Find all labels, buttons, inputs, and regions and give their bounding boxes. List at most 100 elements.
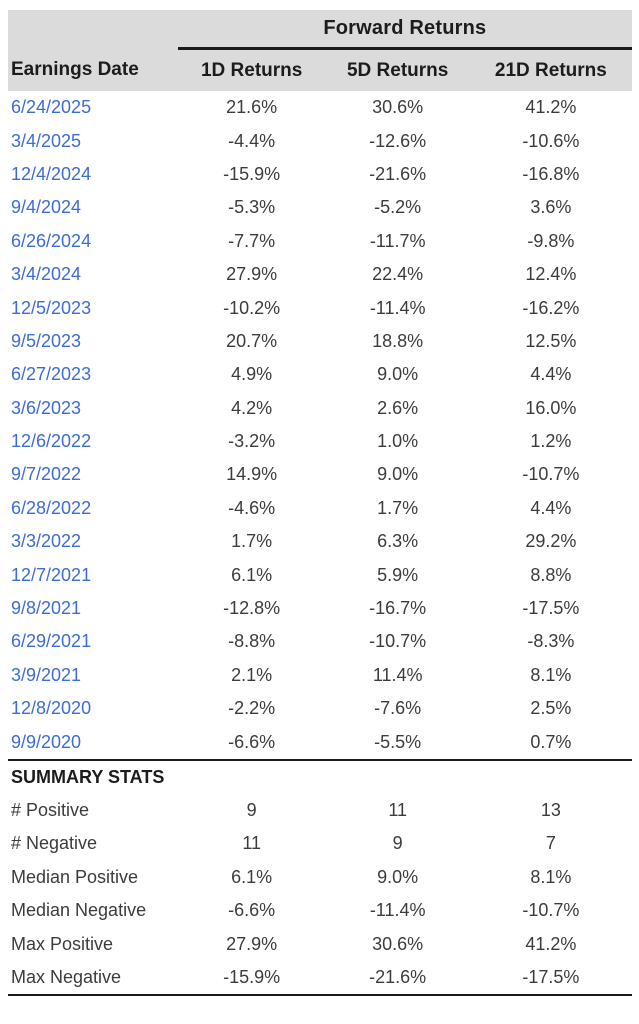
return-1d-cell: 14.9% xyxy=(226,464,278,485)
return-1d-cell: -2.2% xyxy=(228,698,276,719)
earnings-date-cell: 12/8/2020 xyxy=(8,692,178,725)
earnings-date-link[interactable]: 9/7/2022 xyxy=(11,464,82,485)
summary-row: Median Positive 6.1% 9.0% 8.1% xyxy=(8,861,632,894)
table-row: 6/29/2021 -8.8% -10.7% -8.3% xyxy=(8,625,632,658)
return-21d-cell: 3.6% xyxy=(530,197,572,218)
column-header-1d-returns: 1D Returns xyxy=(177,48,326,91)
return-21d-cell: -17.5% xyxy=(522,598,580,619)
earnings-date-cell: 3/4/2024 xyxy=(8,258,178,291)
summary-1d-cell: 9 xyxy=(246,800,257,820)
earnings-date-link[interactable]: 6/27/2023 xyxy=(11,364,92,385)
earnings-date-link[interactable]: 9/4/2024 xyxy=(11,197,82,218)
table-row: 12/7/2021 6.1% 5.9% 8.8% xyxy=(8,558,632,591)
earnings-date-cell: 9/7/2022 xyxy=(8,458,178,491)
table-row: 3/4/2025 -4.4% -12.6% -10.6% xyxy=(8,124,632,157)
earnings-date-link[interactable]: 12/4/2024 xyxy=(11,163,92,184)
return-5d-cell: -10.7% xyxy=(369,631,427,652)
earnings-date-link[interactable]: 12/7/2021 xyxy=(11,564,92,585)
return-5d-cell: 2.6% xyxy=(377,397,419,418)
earnings-date-link[interactable]: 12/8/2020 xyxy=(11,698,92,719)
earnings-date-cell: 6/29/2021 xyxy=(8,625,178,658)
earnings-date-cell: 12/5/2023 xyxy=(8,291,178,324)
table-row: 6/24/2025 21.6% 30.6% 41.2% xyxy=(8,91,632,124)
return-21d-cell: 4.4% xyxy=(530,364,572,385)
earnings-date-link[interactable]: 6/26/2024 xyxy=(11,230,92,251)
return-21d-cell: -10.6% xyxy=(522,130,580,151)
table-row: 6/28/2022 -4.6% 1.7% 4.4% xyxy=(8,492,632,525)
earnings-date-link[interactable]: 6/28/2022 xyxy=(11,497,92,518)
summary-5d-cell: 9 xyxy=(392,833,403,854)
column-header-row: Earnings Date 1D Returns 5D Returns 21D … xyxy=(8,48,632,91)
return-1d-cell: -6.6% xyxy=(228,731,276,752)
summary-tbody: SUMMARY STATS # Positive 9 11 13 # Negative 1… xyxy=(8,758,632,995)
earnings-date-cell: 6/28/2022 xyxy=(8,492,178,525)
group-header-row: Forward Returns xyxy=(8,10,632,50)
column-header-5d-returns: 5D Returns xyxy=(325,48,470,91)
table-row: 3/3/2022 1.7% 6.3% 29.2% xyxy=(8,525,632,558)
return-21d-cell: 41.2% xyxy=(525,97,577,118)
return-1d-cell: 6.1% xyxy=(231,564,273,585)
earnings-date-link[interactable]: 9/8/2021 xyxy=(11,598,82,619)
table-row: 9/9/2020 -6.6% -5.5% 0.7% xyxy=(8,725,632,759)
summary-1d-cell: 11 xyxy=(242,833,261,854)
return-21d-cell: -10.7% xyxy=(522,464,580,485)
earnings-date-link[interactable]: 9/5/2023 xyxy=(11,330,82,351)
table-row: 3/6/2023 4.2% 2.6% 16.0% xyxy=(8,392,632,425)
summary-21d-cell: 13 xyxy=(540,800,561,820)
return-5d-cell: 1.7% xyxy=(377,497,419,518)
returns-tbody: 6/24/2025 21.6% 30.6% 41.2% 3/4/2025 -4.4% -12… xyxy=(8,91,632,760)
earnings-date-link[interactable]: 3/6/2023 xyxy=(11,397,82,418)
earnings-date-link[interactable]: 9/9/2020 xyxy=(11,731,82,752)
earnings-date-cell: 3/9/2021 xyxy=(8,659,178,692)
return-21d-cell: 1.2% xyxy=(530,431,572,452)
column-header-21d-returns: 21D Returns xyxy=(469,48,632,91)
summary-stat-label: Median Negative xyxy=(11,900,147,921)
group-header-forward-returns: Forward Returns xyxy=(177,10,632,50)
table-row: 12/5/2023 -10.2% -11.4% -16.2% xyxy=(8,291,632,324)
summary-5d-cell: 30.6% xyxy=(372,933,424,954)
earnings-date-cell: 3/4/2025 xyxy=(8,124,178,157)
summary-5d-cell: -11.4% xyxy=(369,900,426,921)
return-5d-cell: 6.3% xyxy=(377,531,419,552)
earnings-date-link[interactable]: 12/5/2023 xyxy=(11,297,92,318)
earnings-date-link[interactable]: 3/4/2025 xyxy=(11,130,82,151)
table-row: 9/8/2021 -12.8% -16.7% -17.5% xyxy=(8,592,632,625)
summary-title-row: SUMMARY STATS xyxy=(8,758,632,794)
summary-1d-cell: 6.1% xyxy=(231,866,273,887)
summary-stat-label: Max Positive xyxy=(11,933,114,954)
return-21d-cell: 12.5% xyxy=(525,330,577,351)
earnings-date-cell: 9/5/2023 xyxy=(8,325,178,358)
return-1d-cell: -5.3% xyxy=(228,197,276,218)
return-1d-cell: -8.8% xyxy=(228,631,276,652)
return-5d-cell: -21.6% xyxy=(369,163,427,184)
return-21d-cell: 16.0% xyxy=(525,397,577,418)
return-1d-cell: 27.9% xyxy=(226,264,278,285)
earnings-date-link[interactable]: 3/9/2021 xyxy=(11,664,82,685)
table-row: 12/4/2024 -15.9% -21.6% -16.8% xyxy=(8,158,632,191)
table-row: 12/8/2020 -2.2% -7.6% 2.5% xyxy=(8,692,632,725)
return-1d-cell: 4.2% xyxy=(231,397,273,418)
earnings-date-link[interactable]: 3/3/2022 xyxy=(11,531,82,552)
earnings-date-link[interactable]: 6/24/2025 xyxy=(11,97,92,118)
summary-21d-cell: -17.5% xyxy=(522,966,580,987)
return-5d-cell: 18.8% xyxy=(372,330,424,351)
summary-1d-cell: -15.9% xyxy=(223,966,281,987)
return-21d-cell: 4.4% xyxy=(530,497,572,518)
return-1d-cell: 21.6% xyxy=(226,97,278,118)
earnings-date-link[interactable]: 3/4/2024 xyxy=(11,264,82,285)
earnings-date-cell: 6/24/2025 xyxy=(8,91,178,124)
summary-1d-cell: -6.6% xyxy=(228,900,276,921)
earnings-date-cell: 12/7/2021 xyxy=(8,558,178,591)
earnings-date-link[interactable]: 6/29/2021 xyxy=(11,631,92,652)
return-1d-cell: -12.8% xyxy=(223,598,281,619)
table-row: 9/5/2023 20.7% 18.8% 12.5% xyxy=(8,325,632,358)
return-1d-cell: -3.2% xyxy=(228,431,276,452)
return-21d-cell: 12.4% xyxy=(525,264,577,285)
return-5d-cell: 9.0% xyxy=(377,464,419,485)
summary-stat-label: Max Negative xyxy=(11,966,122,987)
return-5d-cell: 5.9% xyxy=(377,564,419,585)
summary-5d-cell: -21.6% xyxy=(369,966,427,987)
return-5d-cell: -5.5% xyxy=(374,731,422,752)
return-5d-cell: -11.7% xyxy=(369,230,426,251)
earnings-date-link[interactable]: 12/6/2022 xyxy=(11,431,92,452)
